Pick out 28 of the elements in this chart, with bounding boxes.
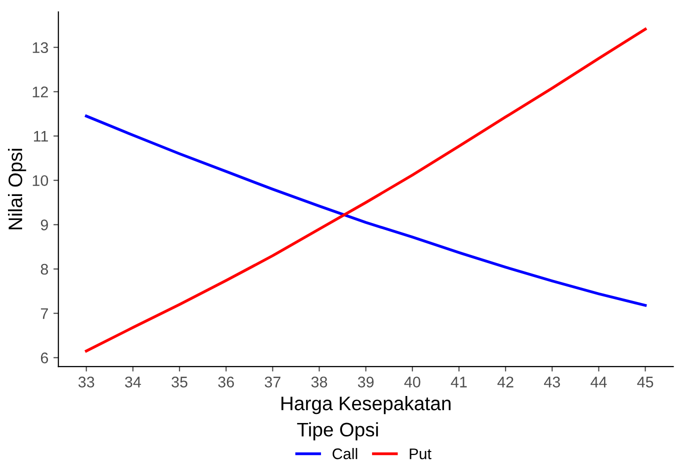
x-tick-label: 34 xyxy=(125,376,141,388)
x-tick-label: 33 xyxy=(78,376,94,388)
y-tick-label: 7 xyxy=(40,308,48,319)
x-axis-title: Harga Kesepakatan xyxy=(281,396,451,414)
x-tick-label: 41 xyxy=(450,376,467,388)
y-tick-label: 9 xyxy=(40,220,48,230)
y-tick-label: 11 xyxy=(34,131,48,142)
y-tick-label: 10 xyxy=(32,175,48,186)
line-series xyxy=(84,114,647,307)
line-series xyxy=(84,28,647,352)
x-tick-label: 38 xyxy=(311,376,328,388)
x-tick-label: 39 xyxy=(358,376,374,388)
x-tick-label: 40 xyxy=(404,376,420,388)
x-tick-label: 35 xyxy=(172,376,188,388)
legend-title: Tipe Opsi xyxy=(297,422,378,440)
x-tick-label: 42 xyxy=(497,376,514,388)
legend-label: Put xyxy=(410,448,432,460)
y-tick-label: 6 xyxy=(40,352,48,364)
x-tick-label: 44 xyxy=(590,376,607,388)
x-tick-label: 36 xyxy=(218,376,234,388)
x-tick-label: 37 xyxy=(264,376,280,388)
y-tick-label: 13 xyxy=(32,42,48,54)
y-axis-title: Nilai Opsi xyxy=(8,148,26,230)
x-tick-label: 45 xyxy=(637,376,654,388)
legend-label: Call xyxy=(332,448,358,460)
y-tick-label: 8 xyxy=(40,264,48,275)
y-tick-label: 12 xyxy=(32,86,48,98)
x-tick-label: 43 xyxy=(544,376,560,388)
